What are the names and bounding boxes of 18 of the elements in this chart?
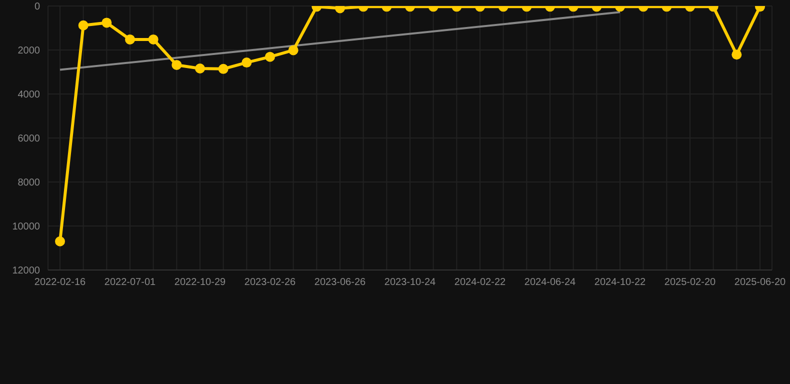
y-tick-label: 4000	[18, 90, 40, 101]
x-tick-label: 2023-02-26	[244, 277, 296, 288]
x-tick-label: 2023-06-26	[314, 277, 366, 288]
x-tick-label: 2024-02-22	[454, 277, 506, 288]
y-tick-label: 2000	[18, 46, 40, 57]
x-tick-label: 2024-06-24	[524, 277, 576, 288]
x-tick-label: 2022-02-16	[34, 277, 86, 288]
x-tick-label: 2025-06-20	[734, 277, 786, 288]
y-tick-label: 10000	[12, 222, 40, 233]
y-tick-label: 0	[34, 2, 40, 13]
x-tick-label: 2025-02-20	[664, 277, 716, 288]
y-tick-label: 6000	[18, 134, 40, 145]
x-tick-label: 2024-10-22	[594, 277, 646, 288]
x-tick-label: 2022-07-01	[104, 277, 156, 288]
x-tick-label: 2023-10-24	[384, 277, 436, 288]
y-tick-label: 12000	[12, 266, 40, 277]
y-tick-label: 8000	[18, 178, 40, 189]
x-tick-label: 2022-10-29	[174, 277, 226, 288]
